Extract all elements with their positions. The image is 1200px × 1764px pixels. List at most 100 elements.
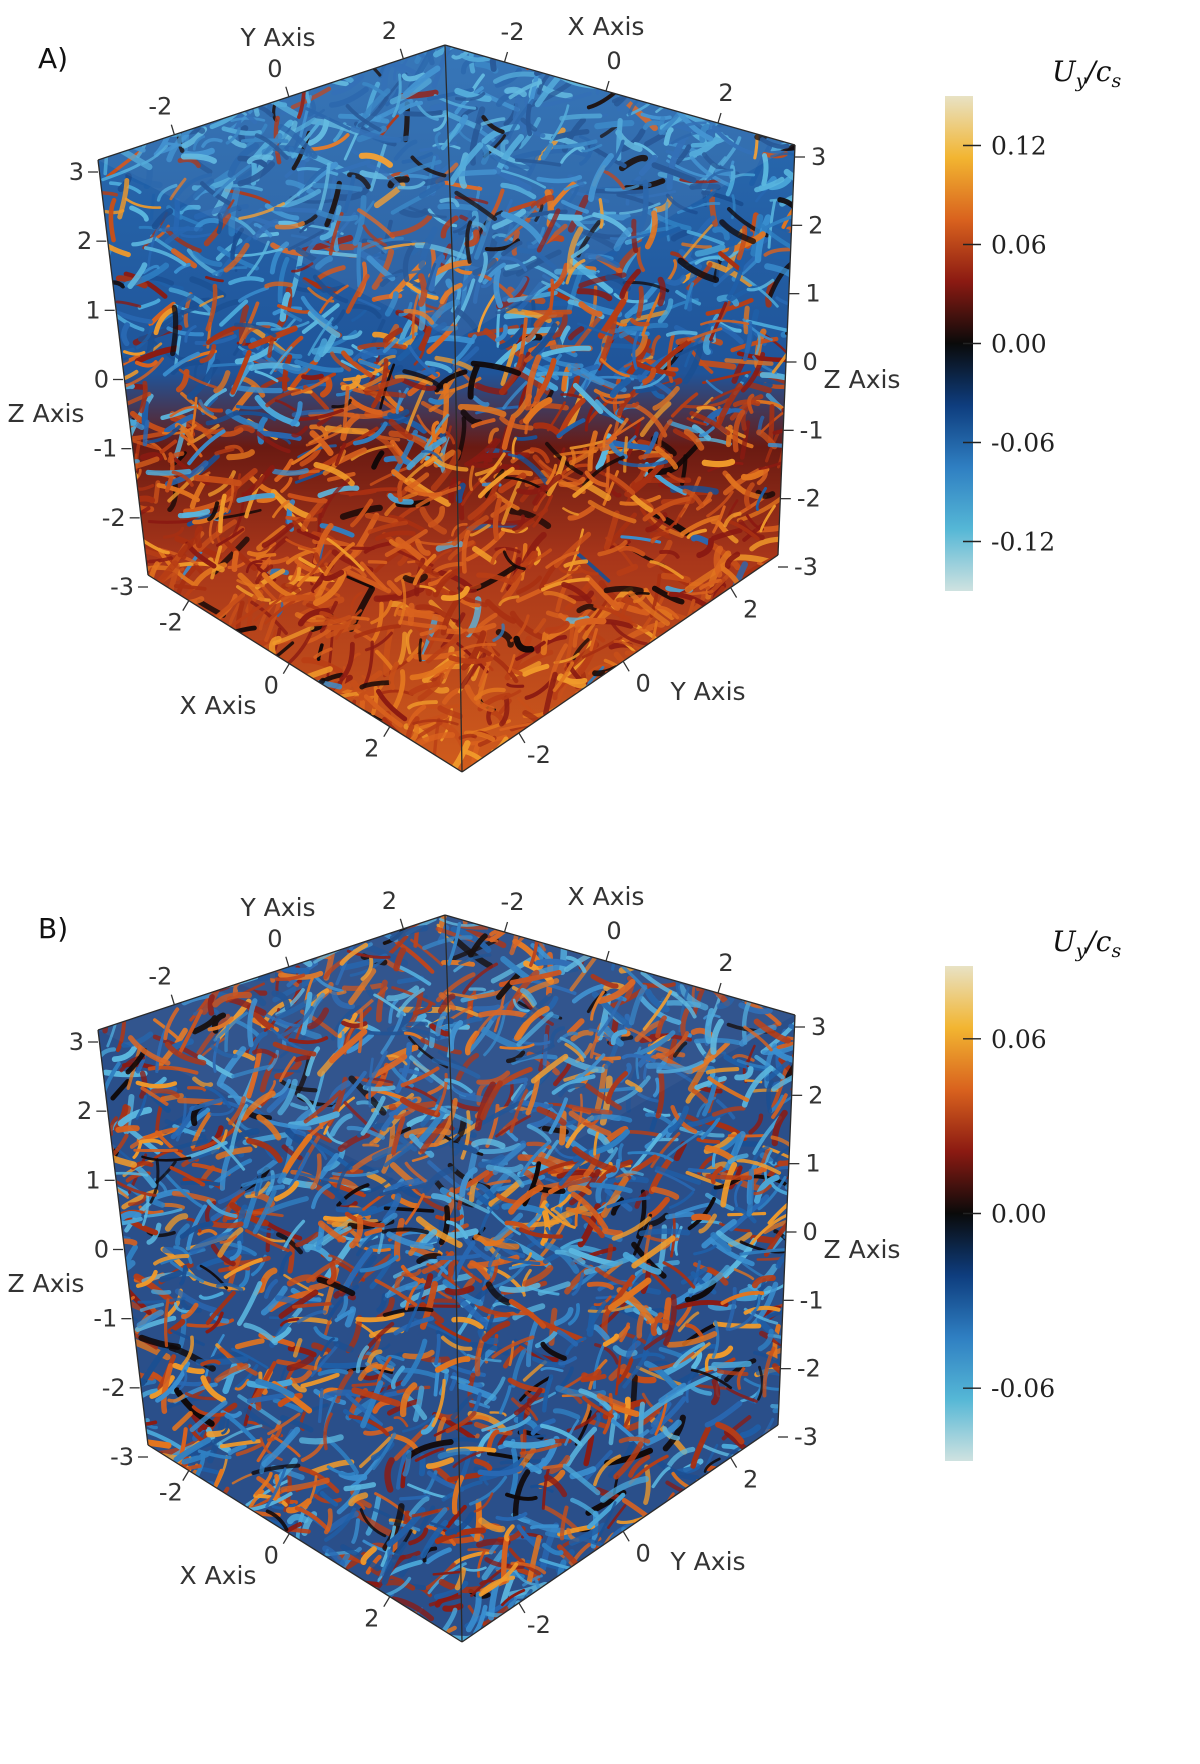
tick-mark: [730, 1457, 738, 1468]
tick-mark: [170, 994, 175, 1005]
tick-label-z: 2: [808, 211, 823, 239]
panel-label: B): [38, 912, 69, 945]
tick-mark: [170, 124, 175, 135]
colorbar-title-sep: /c: [1086, 925, 1112, 958]
tick-label-y: -2: [148, 963, 172, 991]
tick-label-z: 2: [77, 227, 92, 255]
colorbar-title-sub2: s: [1111, 70, 1122, 92]
tick-label-x: 0: [606, 917, 621, 945]
tick-mark: [622, 660, 630, 672]
top-face-shade: [98, 915, 795, 1210]
tick-label-x: -2: [159, 609, 183, 637]
tick-label-z: 0: [94, 1236, 109, 1264]
tick-mark: [399, 918, 404, 929]
axis-label: Z Axis: [824, 365, 901, 394]
colorbar-tick-label: -0.06: [991, 429, 1055, 458]
tick-label-z: -3: [110, 1443, 134, 1471]
tick-mark: [285, 86, 290, 97]
tick-label-x: 2: [364, 735, 379, 763]
tick-label-z: -2: [102, 1374, 126, 1402]
tick-label-y: -2: [527, 1611, 551, 1639]
tick-label-z: -3: [794, 553, 818, 581]
colorbar-title-sub: y: [1075, 70, 1087, 92]
tick-label-z: 1: [85, 296, 100, 324]
tick-label-z: 1: [85, 1166, 100, 1194]
cube-outline: [97, 44, 796, 773]
tick-mark: [717, 112, 722, 124]
colorbar-title-sub2: s: [1111, 940, 1122, 962]
tick-label-z: 1: [805, 1150, 820, 1178]
tick-mark: [503, 921, 509, 933]
tick-label-z: 3: [69, 158, 84, 186]
colorbar-tick-label: 0.12: [991, 132, 1047, 161]
tick-label-z: 3: [811, 143, 826, 171]
tick-label-z: 2: [77, 1097, 92, 1125]
axis-label: Z Axis: [8, 399, 85, 428]
tick-label-y: 0: [267, 925, 282, 953]
tick-mark: [282, 1533, 290, 1544]
colorbar-tick-label: 0.00: [991, 1200, 1047, 1229]
tick-mark: [518, 1602, 526, 1614]
tick-label-z: -1: [93, 1305, 117, 1333]
axis-label: Y Axis: [239, 893, 315, 922]
tick-mark: [383, 1596, 391, 1608]
panel-a: A) Uy/cs -2 0 2 Y Axis -2 0 2 X Axis 3 2 1 0 -1 -2 -3 Z…: [0, 0, 1200, 870]
volume-render: -2 0 2 Y Axis -2 0 2 X Axis 3 2 1 0 -1 -2 -3 Z Axis 3 2 1 0…: [8, 12, 1055, 773]
tick-label-z: -3: [110, 573, 134, 601]
tick-label-z: 2: [808, 1081, 823, 1109]
tick-label-x: 2: [364, 1605, 379, 1633]
tick-label-z: -2: [102, 504, 126, 532]
tick-label-y: 2: [382, 17, 397, 45]
axis-label: Z Axis: [8, 1269, 85, 1298]
tick-label-x: 2: [718, 949, 733, 977]
colorbar-title: Uy/cs: [1052, 925, 1121, 962]
tick-mark: [518, 732, 526, 744]
tick-label-x: 0: [606, 47, 621, 75]
panel-label: A): [38, 42, 69, 75]
colorbar-tick-label: -0.06: [991, 1374, 1055, 1403]
tick-mark: [605, 80, 610, 92]
tick-label-y: -2: [148, 93, 172, 121]
tick-label-z: -1: [800, 1286, 824, 1314]
tick-label-z: -3: [794, 1423, 818, 1451]
tick-label-z: -1: [800, 416, 824, 444]
tick-label-x: 0: [264, 1542, 279, 1570]
colorbar-title-sep: /c: [1086, 55, 1112, 88]
tick-label-y: 0: [267, 55, 282, 83]
colorbar-title-sub: y: [1075, 940, 1087, 962]
tick-mark: [383, 726, 391, 738]
colorbar-title-main: U: [1052, 55, 1076, 88]
cube-outline: [97, 914, 796, 1643]
axis-label: X Axis: [568, 882, 645, 911]
panel-b: B) Uy/cs -2 0 2 Y Axis -2 0 2 X Axis 3 2 1 0 -1 -2 -3 Z…: [0, 870, 1200, 1740]
tick-mark: [605, 950, 610, 962]
tick-mark: [182, 1470, 190, 1481]
tick-label-z: 3: [811, 1013, 826, 1041]
tick-label-x: -2: [159, 1479, 183, 1507]
tick-label-z: 0: [803, 1218, 818, 1246]
tick-mark: [717, 982, 722, 994]
tick-label-x: 0: [264, 672, 279, 700]
tick-mark: [399, 48, 404, 59]
tick-label-z: -2: [797, 485, 821, 513]
tick-label-y: 0: [636, 669, 651, 697]
colorbar-title-main: U: [1052, 925, 1076, 958]
colorbar-tick-label: 0.00: [991, 330, 1047, 359]
tick-label-x: 2: [718, 79, 733, 107]
tick-label-y: 2: [743, 1466, 758, 1494]
tick-label-z: 1: [805, 280, 820, 308]
tick-label-y: -2: [527, 741, 551, 769]
tick-label-z: 0: [803, 348, 818, 376]
tick-mark: [503, 51, 509, 63]
axis-label: X Axis: [180, 1561, 257, 1590]
tick-label-x: -2: [501, 18, 525, 46]
axis-label: Z Axis: [824, 1235, 901, 1264]
axis-label: Y Axis: [239, 23, 315, 52]
tick-mark: [285, 956, 290, 967]
tick-label-z: -2: [797, 1355, 821, 1383]
tick-label-z: 0: [94, 366, 109, 394]
tick-label-x: -2: [501, 888, 525, 916]
colorbar-title: Uy/cs: [1052, 55, 1121, 92]
tick-mark: [282, 663, 290, 674]
colorbar-tick-label: -0.12: [991, 528, 1055, 557]
